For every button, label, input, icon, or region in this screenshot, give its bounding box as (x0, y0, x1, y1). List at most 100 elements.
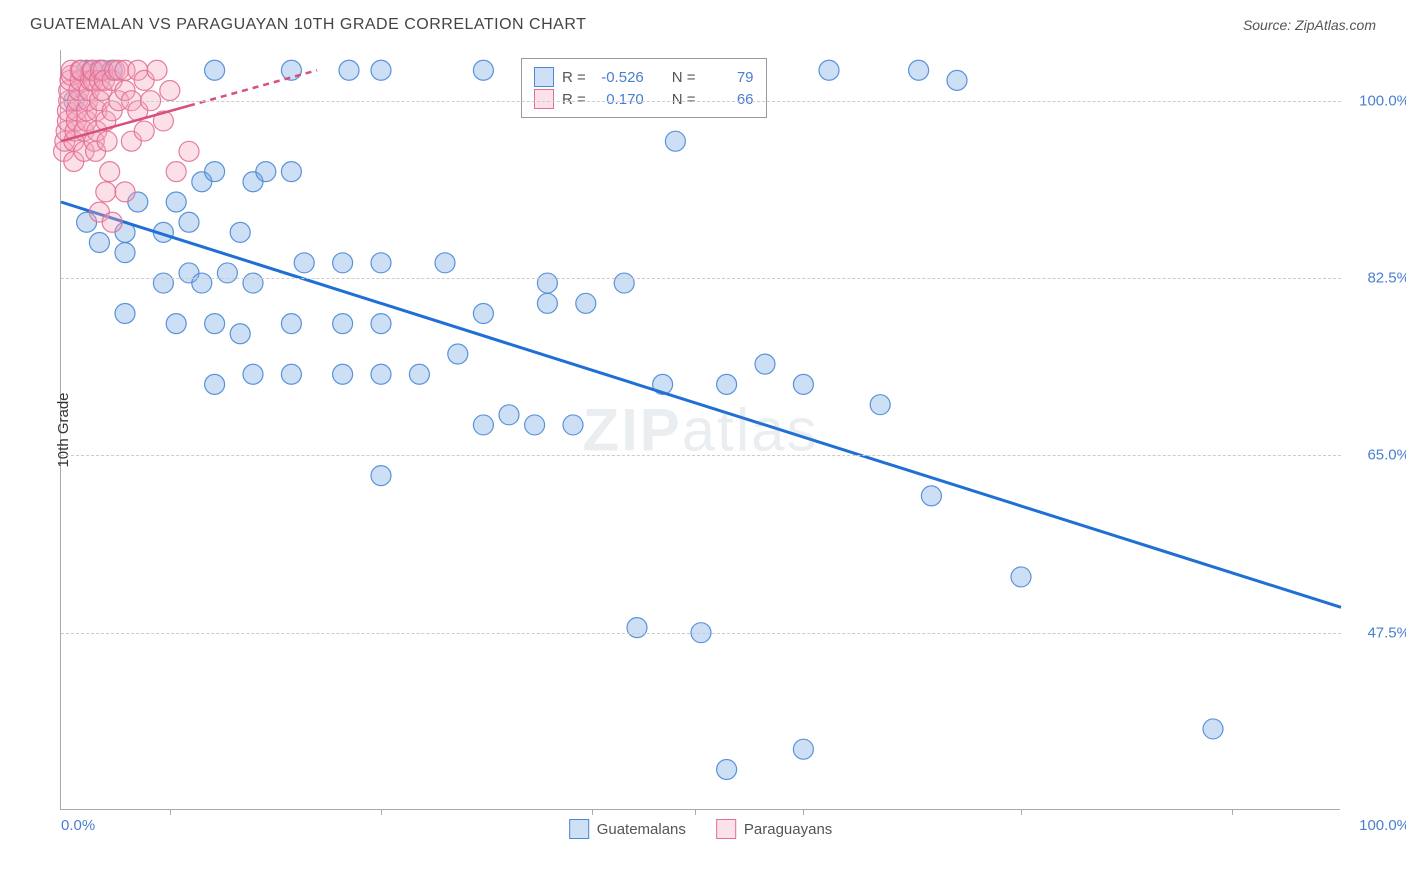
data-point (333, 364, 353, 384)
data-point (448, 344, 468, 364)
y-tick-label: 65.0% (1350, 447, 1406, 464)
data-point (100, 162, 120, 182)
data-point (665, 131, 685, 151)
data-point (473, 303, 493, 323)
data-point (409, 364, 429, 384)
x-tick-mark (170, 809, 171, 815)
data-point (102, 212, 122, 232)
y-tick-label: 100.0% (1350, 92, 1406, 109)
data-point (333, 314, 353, 334)
data-point (755, 354, 775, 374)
data-point (205, 162, 225, 182)
data-point (339, 60, 359, 80)
data-point (134, 121, 154, 141)
data-point (243, 364, 263, 384)
y-tick-label: 47.5% (1350, 624, 1406, 641)
data-point (166, 192, 186, 212)
data-point (281, 60, 301, 80)
gridline (61, 278, 1341, 279)
data-point (435, 253, 455, 273)
legend-correlation: R = -0.526 N = 79 R = 0.170 N = 66 (521, 58, 767, 118)
legend-series-label: Guatemalans (597, 821, 686, 838)
legend-swatch (716, 819, 736, 839)
data-point (793, 374, 813, 394)
data-point (371, 314, 391, 334)
data-point (179, 141, 199, 161)
plot-svg (61, 50, 1341, 810)
legend-series: Guatemalans Paraguayans (569, 819, 833, 839)
data-point (281, 364, 301, 384)
legend-swatch (534, 89, 554, 109)
data-point (115, 303, 135, 323)
x-tick-mark (803, 809, 804, 815)
legend-swatch (534, 67, 554, 87)
data-point (153, 273, 173, 293)
x-tick-mark (695, 809, 696, 815)
data-point (1203, 719, 1223, 739)
data-point (179, 212, 199, 232)
data-point (909, 60, 929, 80)
data-point (205, 60, 225, 80)
data-point (371, 364, 391, 384)
data-point (499, 405, 519, 425)
data-point (1011, 567, 1031, 587)
data-point (717, 374, 737, 394)
chart-title: GUATEMALAN VS PARAGUAYAN 10TH GRADE CORR… (30, 16, 586, 34)
legend-series-label: Paraguayans (744, 821, 832, 838)
data-point (294, 253, 314, 273)
data-point (115, 243, 135, 263)
data-point (563, 415, 583, 435)
legend-n-label: N = (672, 69, 696, 86)
data-point (281, 162, 301, 182)
legend-correlation-row: R = 0.170 N = 66 (534, 89, 754, 109)
x-tick-mark (1232, 809, 1233, 815)
data-point (333, 253, 353, 273)
trend-line (61, 202, 1341, 607)
data-point (230, 324, 250, 344)
data-point (473, 415, 493, 435)
legend-series-item: Guatemalans (569, 819, 686, 839)
legend-r-value: 0.170 (594, 91, 644, 108)
data-point (921, 486, 941, 506)
legend-n-label: N = (672, 91, 696, 108)
y-tick-label: 82.5% (1350, 270, 1406, 287)
data-point (243, 273, 263, 293)
data-point (947, 70, 967, 90)
data-point (166, 314, 186, 334)
data-point (870, 395, 890, 415)
legend-series-item: Paraguayans (716, 819, 832, 839)
data-point (89, 233, 109, 253)
gridline (61, 101, 1341, 102)
legend-r-value: -0.526 (594, 69, 644, 86)
x-tick-mark (592, 809, 593, 815)
data-point (230, 222, 250, 242)
data-point (281, 314, 301, 334)
data-point (371, 253, 391, 273)
chart-header: GUATEMALAN VS PARAGUAYAN 10TH GRADE CORR… (0, 0, 1406, 40)
data-point (160, 81, 180, 101)
data-point (256, 162, 276, 182)
data-point (115, 182, 135, 202)
legend-correlation-row: R = -0.526 N = 79 (534, 67, 754, 87)
data-point (793, 739, 813, 759)
data-point (97, 131, 117, 151)
legend-r-label: R = (562, 91, 586, 108)
gridline (61, 455, 1341, 456)
legend-r-label: R = (562, 69, 586, 86)
data-point (717, 759, 737, 779)
data-point (147, 60, 167, 80)
data-point (525, 415, 545, 435)
legend-n-value: 66 (704, 91, 754, 108)
data-point (166, 162, 186, 182)
data-point (192, 273, 212, 293)
gridline (61, 633, 1341, 634)
legend-swatch (569, 819, 589, 839)
data-point (371, 466, 391, 486)
data-point (96, 182, 116, 202)
data-point (614, 273, 634, 293)
data-point (217, 263, 237, 283)
x-tick-mark (1021, 809, 1022, 815)
data-point (537, 273, 557, 293)
x-tick-label: 100.0% (1350, 817, 1406, 834)
legend-n-value: 79 (704, 69, 754, 86)
